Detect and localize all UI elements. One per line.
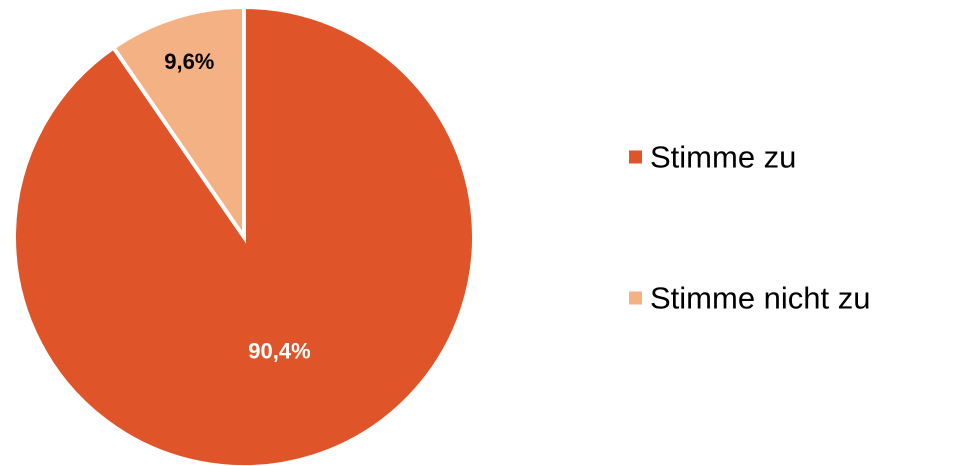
legend-label: Stimme nicht zu — [650, 281, 871, 316]
legend-label: Stimme zu — [650, 140, 796, 175]
legend-swatch — [629, 291, 642, 305]
pie-data-label: 90,4% — [248, 339, 310, 364]
legend: Stimme zu Stimme nicht zu — [629, 140, 871, 316]
pie-slice — [110, 4, 246, 244]
pie-data-label: 9,6% — [164, 49, 214, 74]
legend-swatch — [629, 150, 642, 164]
pie-slices — [12, 4, 476, 466]
legend-entry: Stimme nicht zu — [629, 281, 871, 316]
legend-entry: Stimme zu — [629, 140, 796, 175]
pie-data-labels: 90,4% 9,6% — [164, 49, 310, 364]
